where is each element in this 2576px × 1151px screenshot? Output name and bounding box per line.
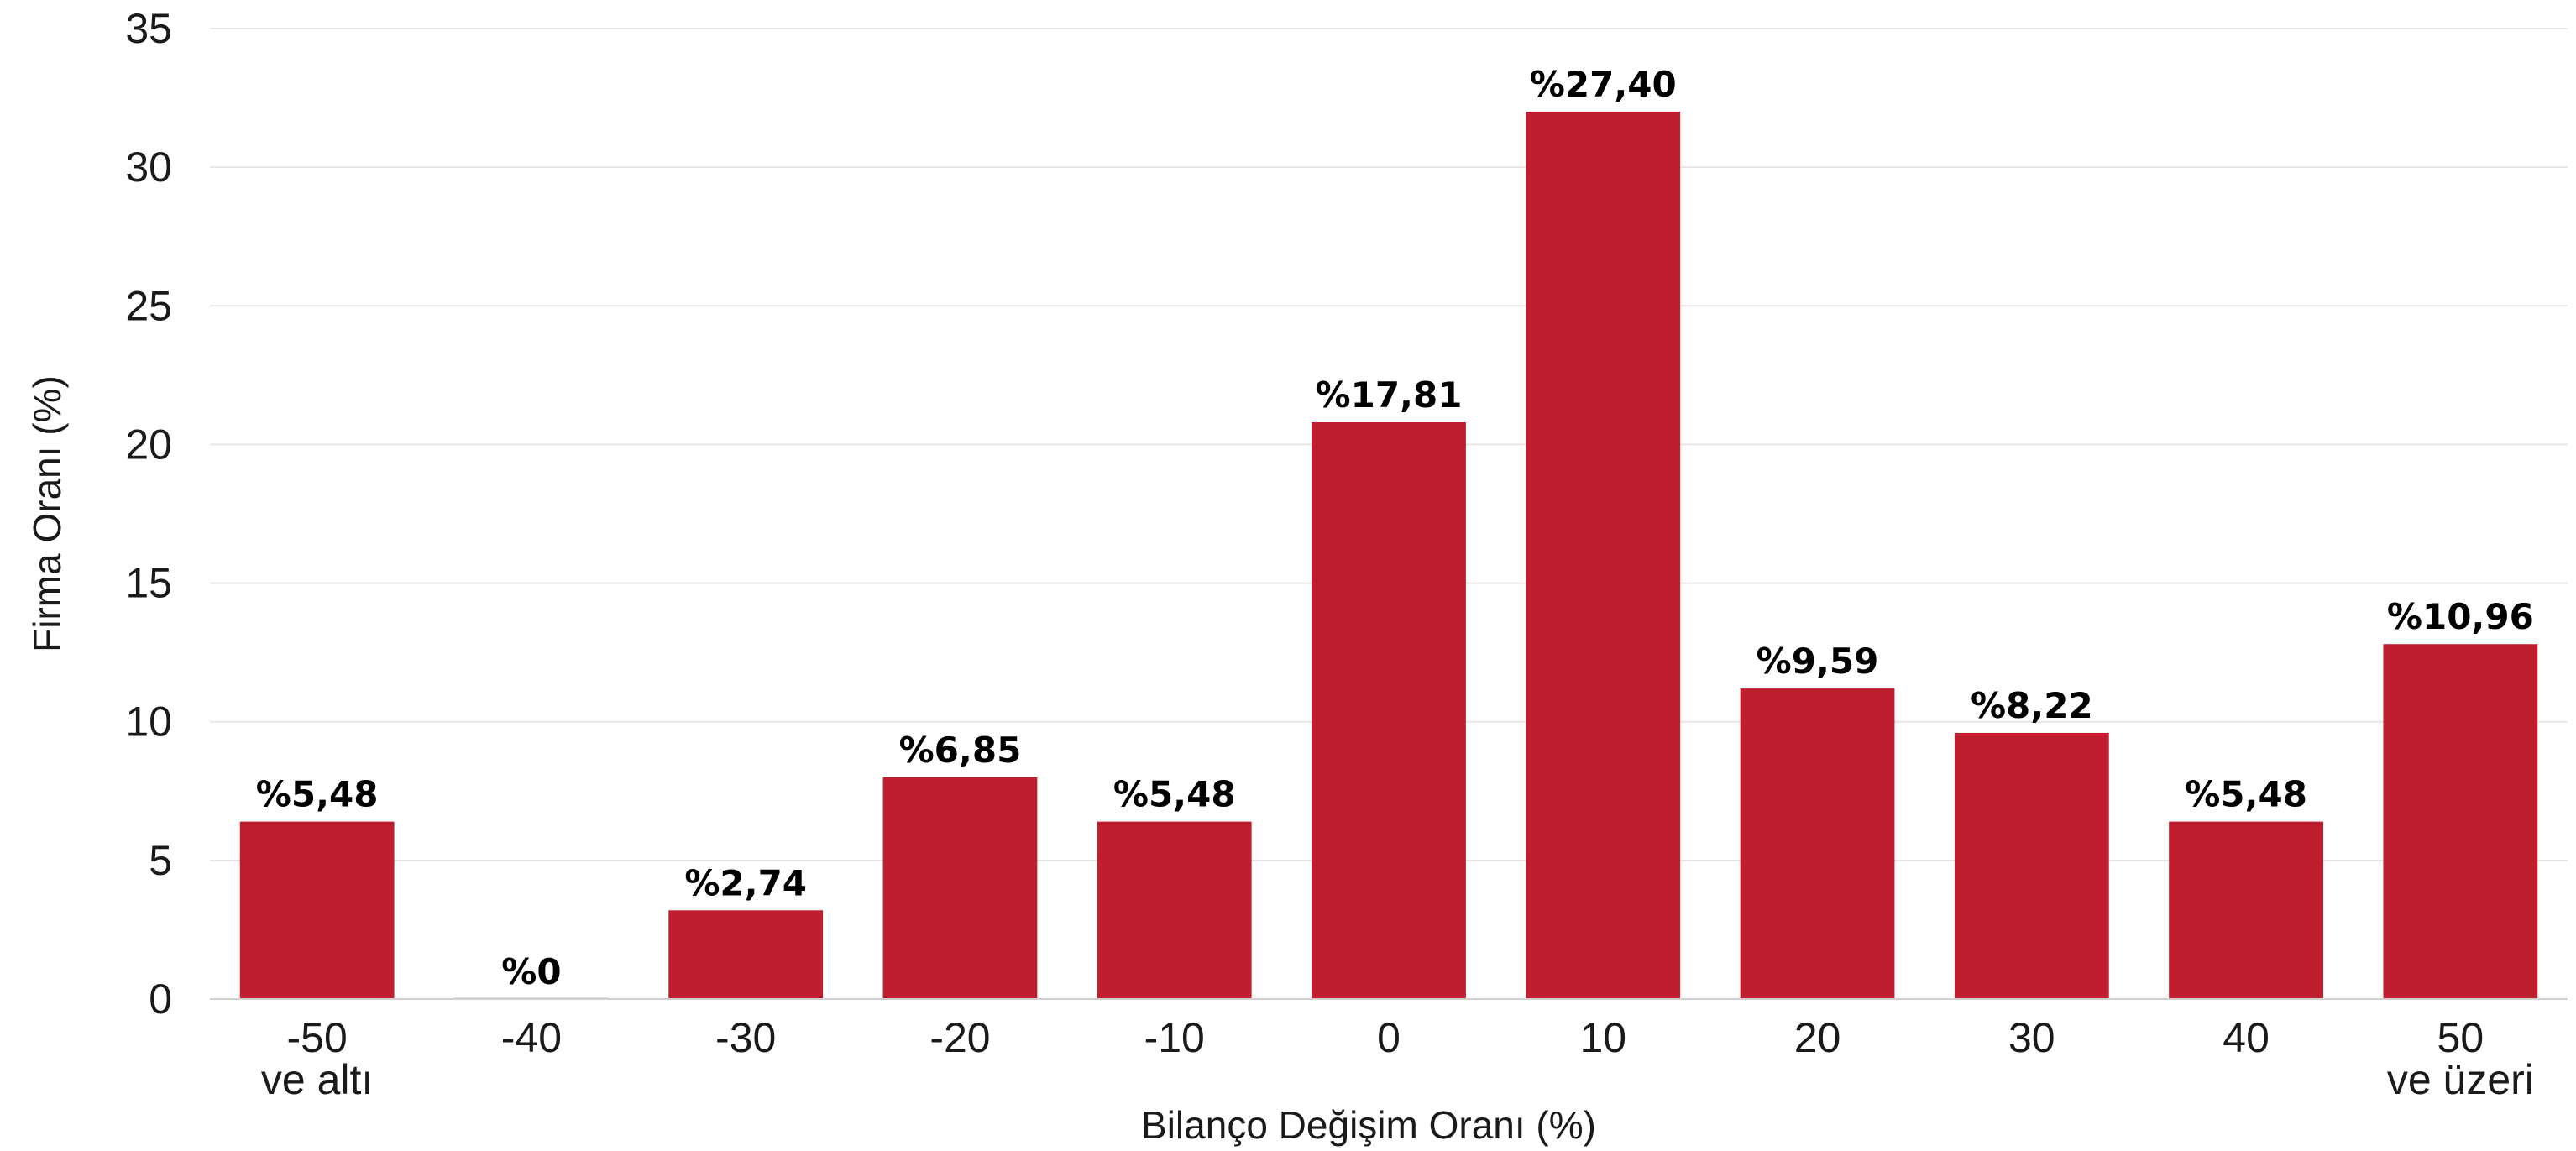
y-axis-ticks: 0 5 10 15 20 25 30 35 <box>125 5 172 1023</box>
x-tick-label: 40 <box>2223 1014 2270 1061</box>
bars <box>239 112 2538 1000</box>
bar <box>1954 732 2109 999</box>
data-label: %5,48 <box>1113 774 1236 815</box>
data-label: %5,48 <box>2185 774 2307 815</box>
data-label: %10,96 <box>2387 596 2534 637</box>
y-tick-label: 25 <box>125 282 172 329</box>
bar <box>882 777 1038 999</box>
bar <box>1097 821 1252 999</box>
y-tick-label: 10 <box>125 698 172 746</box>
data-label: %6,85 <box>899 730 1022 771</box>
x-tick-label: 20 <box>1794 1014 1841 1061</box>
bar <box>2169 821 2323 999</box>
bar <box>2383 644 2538 999</box>
data-label: %0 <box>501 951 561 992</box>
data-label: %9,59 <box>1757 641 1879 682</box>
y-tick-label: 0 <box>149 976 172 1023</box>
bar <box>239 821 395 999</box>
x-tick-label: 50 <box>2437 1014 2484 1061</box>
data-label: %17,81 <box>1316 374 1463 416</box>
x-axis-title: Bilanço Değişim Oranı (%) <box>1141 1103 1596 1147</box>
x-tick-label: ve altı <box>261 1056 373 1103</box>
bar <box>1740 688 1895 999</box>
x-tick-label: -30 <box>715 1014 776 1061</box>
y-tick-label: 35 <box>125 5 172 52</box>
data-label: %27,40 <box>1530 64 1677 105</box>
y-tick-label: 30 <box>125 144 172 191</box>
data-labels: %5,48 %0 %2,74 %6,85 %5,48 %17,81 %27,40 %9,59%… <box>256 64 2534 992</box>
bar <box>1526 112 1681 1000</box>
x-tick-label: -20 <box>929 1014 990 1061</box>
bar <box>668 910 824 999</box>
bar <box>1312 422 1466 999</box>
x-tick-label: -40 <box>501 1014 562 1061</box>
data-label: %5,48 <box>256 774 379 815</box>
x-tick-label: 10 <box>1579 1014 1626 1061</box>
y-tick-label: 15 <box>125 560 172 607</box>
data-label: %8,22 <box>1971 685 2093 726</box>
data-label: %2,74 <box>684 862 807 903</box>
x-tick-label: -10 <box>1144 1014 1205 1061</box>
x-tick-label: 0 <box>1377 1014 1401 1061</box>
y-axis-title: Firma Oranı (%) <box>25 375 69 652</box>
x-tick-label: -50 <box>287 1014 348 1061</box>
x-tick-label: 30 <box>2008 1014 2055 1061</box>
x-tick-label: ve üzeri <box>2387 1056 2534 1103</box>
y-tick-label: 20 <box>125 421 172 468</box>
y-tick-label: 5 <box>149 837 172 884</box>
